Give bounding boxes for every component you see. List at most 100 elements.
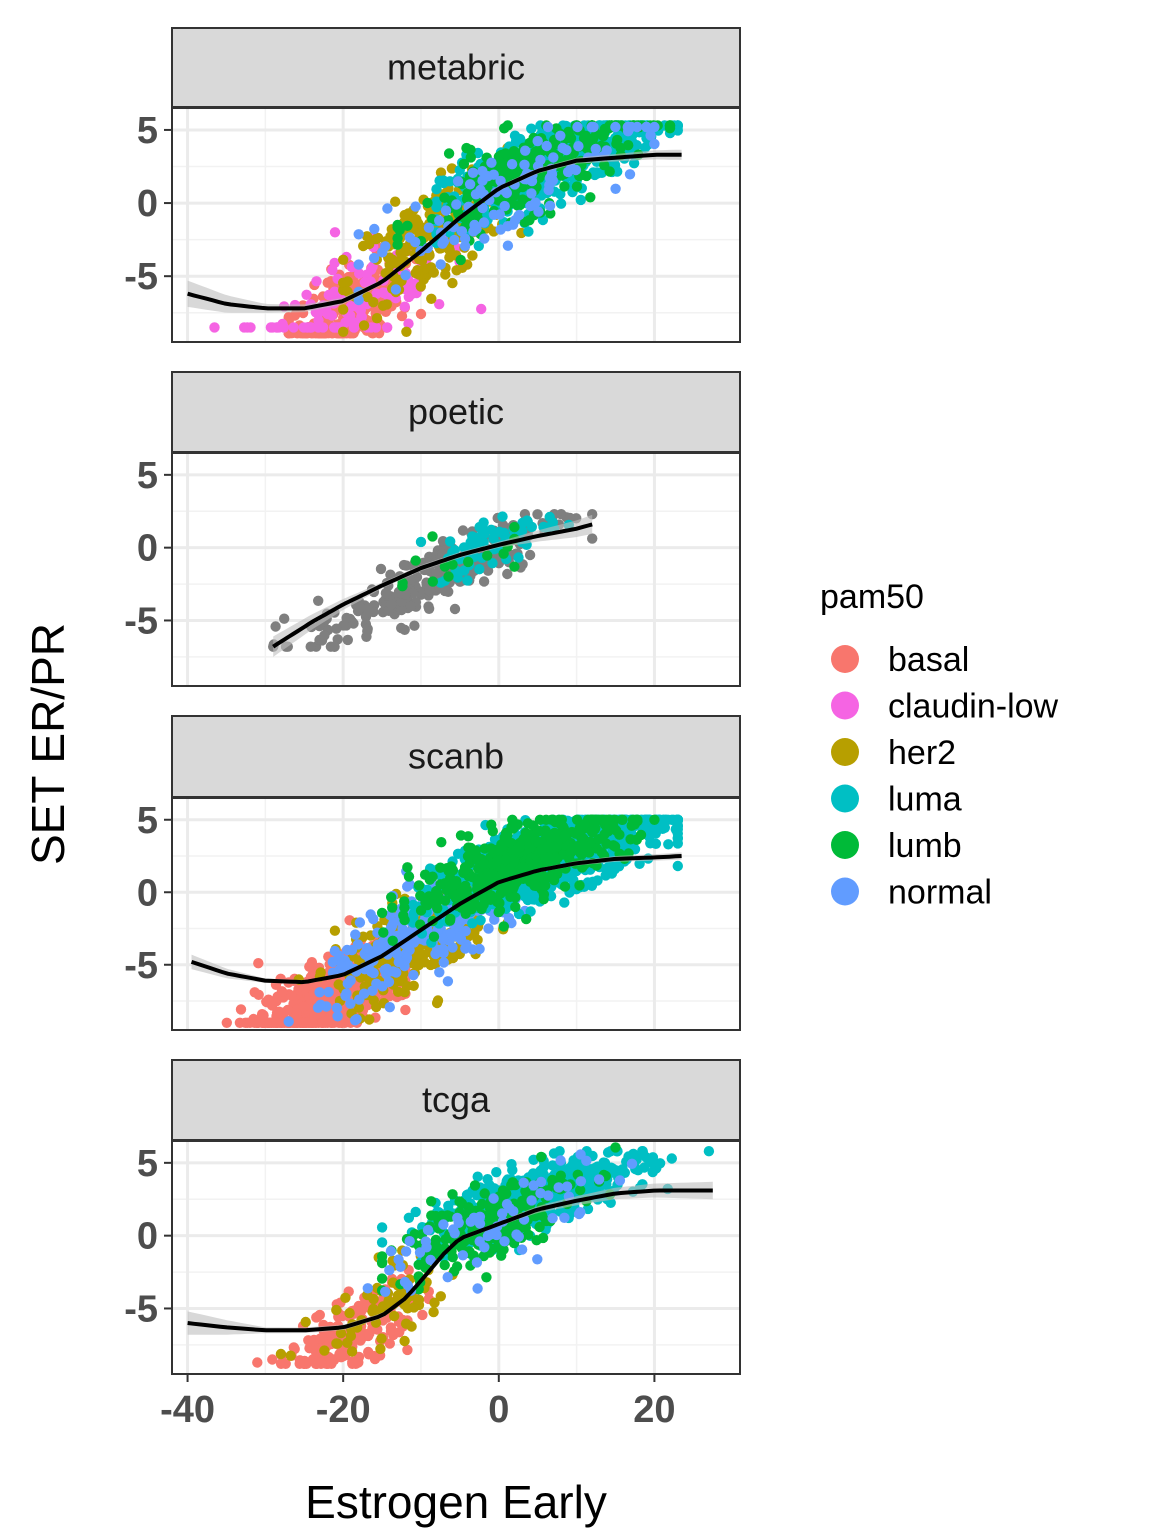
- point-lumb: [458, 158, 470, 170]
- point-basal: [394, 1327, 405, 1338]
- point-lumb: [517, 861, 529, 872]
- point-normal: [314, 987, 325, 998]
- point-her2: [342, 276, 353, 287]
- point-normal: [501, 187, 512, 199]
- point-lumb: [492, 855, 503, 866]
- point-normal: [368, 252, 380, 264]
- point-her2: [300, 1316, 311, 1328]
- point-NA: [398, 559, 410, 571]
- point-normal: [541, 140, 552, 152]
- point-her2: [426, 293, 437, 304]
- point-lumb: [460, 880, 471, 892]
- point-her2: [444, 245, 455, 256]
- point-normal: [610, 121, 621, 133]
- point-NA: [405, 600, 416, 612]
- point-lumb: [399, 902, 410, 913]
- point-basal: [400, 1004, 411, 1016]
- point-her2: [367, 1306, 378, 1317]
- point-basal: [384, 1338, 395, 1349]
- point-normal: [543, 184, 554, 196]
- point-NA: [279, 613, 290, 624]
- point-NA: [319, 630, 330, 641]
- point-normal: [354, 917, 366, 928]
- point-her2: [414, 948, 425, 960]
- point-lumb: [402, 862, 413, 873]
- point-claudin-low: [403, 318, 414, 329]
- point-lumb: [540, 880, 551, 891]
- point-basal: [320, 1329, 331, 1340]
- point-luma: [602, 862, 614, 873]
- point-luma: [663, 839, 674, 850]
- point-luma: [408, 899, 419, 911]
- point-luma: [586, 880, 598, 891]
- point-normal: [369, 223, 380, 235]
- point-luma: [438, 177, 449, 189]
- point-normal: [329, 945, 340, 957]
- point-normal: [588, 121, 599, 133]
- y-tick-label: 5: [137, 455, 158, 497]
- point-her2: [447, 277, 458, 289]
- point-normal: [337, 962, 349, 974]
- point-lumb: [459, 862, 471, 873]
- point-lumb: [623, 140, 634, 151]
- y-tick-label: -5: [124, 600, 158, 642]
- point-basal: [244, 1017, 256, 1028]
- point-lumb: [386, 892, 397, 903]
- point-luma: [462, 575, 473, 586]
- point-basal: [355, 1335, 366, 1346]
- point-lumb: [508, 823, 519, 834]
- point-luma: [431, 201, 442, 212]
- point-NA: [482, 565, 494, 576]
- point-luma: [672, 814, 683, 825]
- point-NA: [439, 585, 451, 597]
- point-normal: [510, 215, 521, 226]
- point-lumb: [436, 837, 447, 848]
- point-basal: [304, 961, 315, 972]
- point-normal: [475, 184, 486, 196]
- point-normal: [519, 159, 530, 170]
- point-NA: [587, 533, 598, 544]
- point-her2: [358, 931, 369, 942]
- point-lumb: [494, 905, 506, 916]
- point-luma: [467, 918, 478, 929]
- point-lumb: [378, 927, 389, 938]
- point-normal: [380, 241, 391, 252]
- point-normal: [467, 167, 479, 178]
- point-lumb: [410, 555, 421, 566]
- point-claudin-low: [288, 322, 299, 333]
- point-lumb: [470, 845, 481, 856]
- point-normal: [632, 121, 643, 133]
- points: [268, 509, 598, 652]
- point-her2: [275, 1348, 287, 1360]
- point-lumb: [498, 921, 509, 932]
- panel-metabric: metabric-505: [124, 27, 741, 343]
- point-her2: [390, 196, 401, 207]
- point-lumb: [664, 120, 676, 131]
- point-normal: [502, 240, 514, 251]
- point-NA: [381, 588, 393, 599]
- point-basal: [267, 1354, 278, 1365]
- point-normal: [460, 943, 471, 954]
- point-lumb: [514, 199, 526, 211]
- point-claudin-low: [326, 310, 338, 321]
- point-normal: [323, 986, 334, 998]
- point-her2: [400, 1318, 412, 1329]
- point-claudin-low: [298, 322, 309, 333]
- point-claudin-low: [354, 268, 365, 279]
- point-normal: [438, 957, 449, 968]
- point-normal: [410, 201, 421, 212]
- panel-border: [171, 797, 741, 1031]
- point-lumb: [399, 914, 410, 926]
- point-claudin-low: [344, 314, 356, 325]
- point-lumb: [422, 197, 433, 209]
- point-NA: [375, 563, 387, 575]
- point-lumb: [507, 814, 518, 825]
- point-NA: [431, 568, 442, 579]
- point-lumb: [609, 841, 621, 852]
- fit-line: [190, 854, 682, 985]
- point-lumb: [536, 844, 548, 855]
- point-her2: [419, 957, 430, 968]
- point-her2: [416, 255, 428, 266]
- point-NA: [362, 626, 373, 637]
- point-normal: [526, 188, 537, 199]
